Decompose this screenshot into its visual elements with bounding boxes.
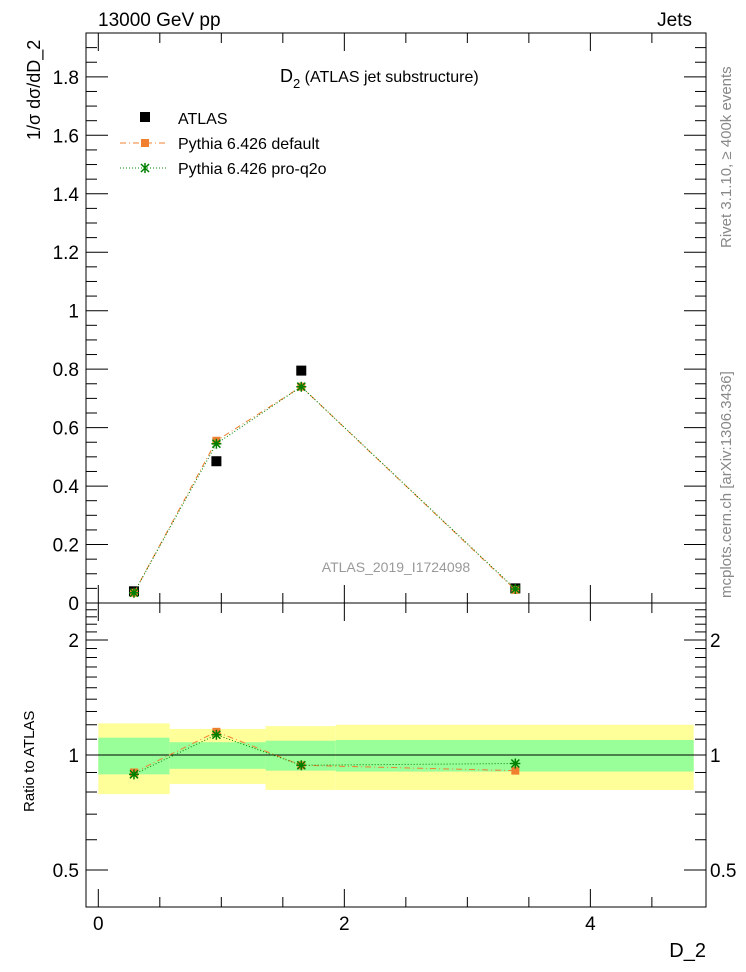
y-tick-label: 1	[68, 302, 79, 323]
ratio-y-tick-label-right: 2	[710, 631, 721, 652]
header-left: 13000 GeV pp	[98, 10, 221, 31]
ratio-series-1-point	[510, 758, 521, 769]
ratio-series-1-point	[211, 729, 222, 740]
legend-label: Pythia 6.426 pro-q2o	[178, 161, 327, 178]
ratio-y-tick-label: 2	[68, 631, 79, 652]
y-tick-label: 0.6	[53, 419, 79, 440]
ratio-series-1-point	[128, 769, 139, 780]
main-series-2-point	[211, 438, 222, 449]
ratio-y-tick-label-right: 1	[710, 746, 721, 767]
data-point-atlas	[211, 456, 222, 467]
y-tick-label: 0.2	[53, 536, 79, 557]
ratio-series-1-point	[296, 760, 307, 771]
legend-label: ATLAS	[178, 111, 228, 128]
y-tick-label: 0	[68, 594, 79, 615]
rivet-label: Rivet 3.1.10, ≥ 400k events	[718, 66, 735, 248]
band-1sigma	[98, 737, 170, 775]
header-right: Jets	[657, 10, 692, 31]
legend-marker	[141, 139, 149, 147]
y-tick-label: 1.2	[53, 243, 79, 264]
main-series-2-point	[296, 381, 307, 392]
y-tick-label: 1.8	[53, 68, 79, 89]
chart-marks: 0 2 4 0 0.2 0.4 0.6 0.8 1 1.2 1.4 1.6 1.8 0.5 0.5 1 1 2 2	[53, 32, 736, 935]
ratio-y-label: Ratio to ATLAS	[21, 711, 38, 812]
ratio-y-tick-label: 1	[68, 746, 79, 767]
main-series-2-point	[510, 583, 521, 594]
y-tick-label: 0.4	[53, 477, 80, 498]
watermark: ATLAS_2019_I1724098	[322, 559, 471, 575]
x-tick-label: 4	[585, 914, 596, 935]
y-tick-label: 1.6	[53, 126, 79, 147]
legend: ATLAS Pythia 6.426 default Pythia 6.426 pr…	[120, 111, 327, 178]
ratio-y-tick-label: 0.5	[53, 861, 79, 882]
x-tick-label: 2	[339, 914, 350, 935]
y-tick-label: 1.4	[53, 185, 80, 206]
y-tick-label: 0.8	[53, 360, 79, 381]
data-point-atlas	[296, 365, 307, 376]
main-series-2-point	[128, 587, 139, 598]
ratio-series-0-line	[133, 731, 516, 773]
ratio-series-1-line	[133, 734, 516, 775]
legend-label: Pythia 6.426 default	[178, 136, 320, 153]
ratio-y-tick-label-right: 0.5	[710, 861, 736, 882]
chart-title: D2 (ATLAS jet substructure)	[280, 66, 479, 91]
mcplots-label: mcplots.cern.ch [arXiv:1306.3436]	[718, 371, 735, 598]
x-tick-label: 0	[93, 914, 104, 935]
legend-marker	[140, 163, 150, 173]
x-axis-label: D_2	[669, 940, 706, 962]
band-1sigma	[169, 742, 266, 769]
legend-marker-atlas	[140, 112, 150, 122]
ratio-series-0-point	[511, 766, 520, 775]
y-axis-label: 1/σ dσ/dD_2	[24, 40, 45, 140]
